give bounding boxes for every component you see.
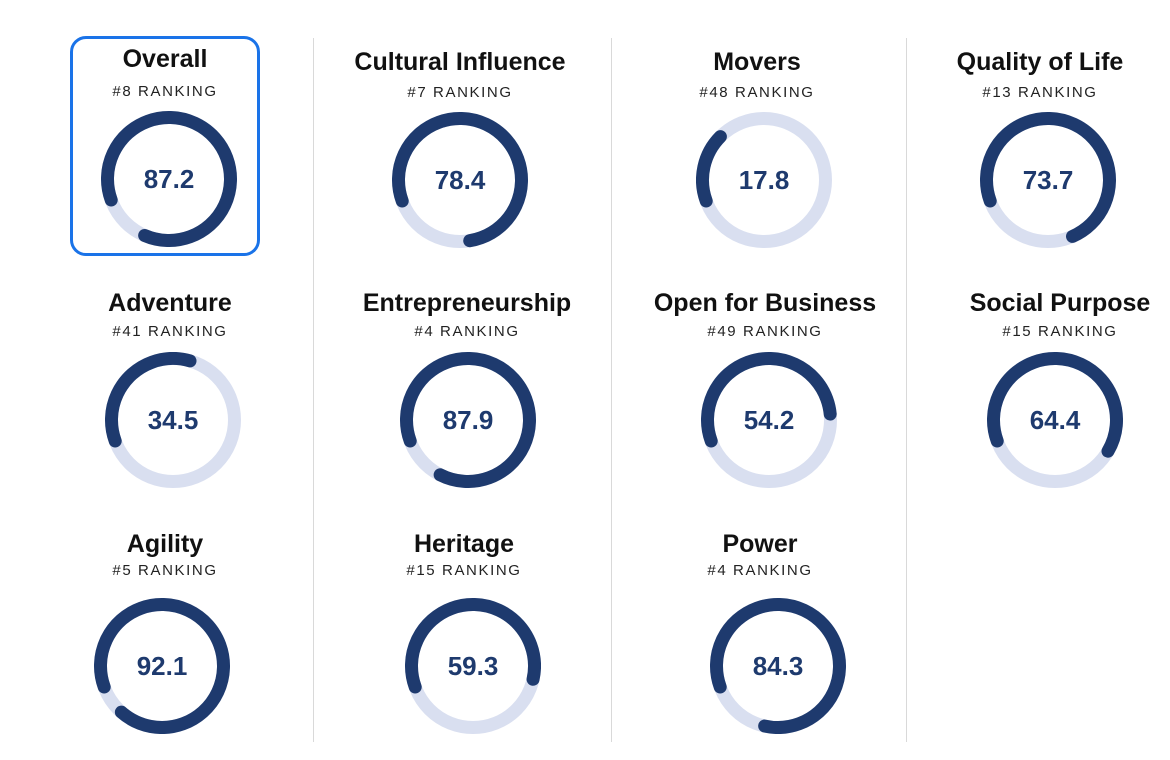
category-card-social-purpose[interactable]: Social Purpose #15 RANKING 64.4 [960, 281, 1160, 511]
category-ranking: #13 RANKING [982, 84, 1098, 101]
category-ranking: #41 RANKING [112, 323, 228, 340]
category-ranking: #5 RANKING [112, 562, 218, 579]
category-card-movers[interactable]: Movers #48 RANKING 17.8 [657, 40, 857, 270]
score-ring-fill [400, 352, 536, 488]
category-ranking: #7 RANKING [407, 84, 513, 101]
score-donut: 84.3 [710, 598, 846, 734]
score-value: 17.8 [738, 165, 790, 195]
score-value: 73.7 [1022, 165, 1074, 195]
column-divider-2 [611, 38, 612, 742]
column-divider-3 [906, 38, 907, 742]
score-ring-fill [101, 111, 237, 247]
category-title: Open for Business [653, 289, 877, 317]
score-ring-fill [980, 112, 1116, 248]
score-donut: 92.1 [94, 598, 230, 734]
score-donut: 17.8 [696, 112, 832, 248]
score-donut: 87.9 [400, 352, 536, 488]
category-ranking: #48 RANKING [699, 84, 815, 101]
score-value: 64.4 [1029, 405, 1081, 435]
score-ring-fill [696, 112, 832, 248]
score-ring-fill [701, 352, 837, 488]
score-value: 34.5 [147, 405, 199, 435]
category-card-adventure[interactable]: Adventure #41 RANKING 34.5 [70, 281, 270, 511]
category-title: Social Purpose [969, 289, 1151, 317]
category-title: Overall [122, 45, 208, 73]
score-value: 59.3 [447, 651, 499, 681]
score-value: 92.1 [136, 651, 188, 681]
score-donut: 59.3 [405, 598, 541, 734]
score-ring-fill [94, 598, 230, 734]
score-donut: 64.4 [987, 352, 1123, 488]
score-ring-fill [710, 598, 846, 734]
category-card-entrepreneurship[interactable]: Entrepreneurship #4 RANKING 87.9 [336, 281, 598, 511]
score-ring-fill [987, 352, 1123, 488]
score-value: 78.4 [434, 165, 486, 195]
category-card-agility[interactable]: Agility #5 RANKING 92.1 [65, 522, 265, 752]
score-donut: 78.4 [392, 112, 528, 248]
category-card-cultural-influence[interactable]: Cultural Influence #7 RANKING 78.4 [330, 40, 590, 270]
category-title: Heritage [413, 530, 515, 558]
category-card-overall[interactable]: Overall #8 RANKING 87.2 [70, 36, 260, 256]
category-ranking: #8 RANKING [112, 83, 218, 100]
category-card-power[interactable]: Power #4 RANKING 84.3 [660, 522, 860, 752]
category-card-open-for-business[interactable]: Open for Business #49 RANKING 54.2 [640, 281, 890, 511]
category-card-quality-of-life[interactable]: Quality of Life #13 RANKING 73.7 [935, 40, 1145, 270]
category-ranking: #15 RANKING [406, 562, 522, 579]
score-value: 54.2 [743, 405, 795, 435]
category-title: Movers [713, 48, 801, 76]
score-ring-fill [105, 352, 241, 488]
category-card-heritage[interactable]: Heritage #15 RANKING 59.3 [364, 522, 564, 752]
score-donut: 34.5 [105, 352, 241, 488]
category-ranking: #49 RANKING [707, 323, 823, 340]
score-value: 87.2 [143, 164, 195, 194]
category-ranking: #15 RANKING [1002, 323, 1118, 340]
score-donut: 87.2 [101, 111, 237, 247]
category-title: Cultural Influence [354, 48, 566, 76]
score-donut: 73.7 [980, 112, 1116, 248]
category-title: Power [722, 530, 798, 558]
column-divider-1 [313, 38, 314, 742]
score-donut: 54.2 [701, 352, 837, 488]
score-value: 87.9 [442, 405, 494, 435]
category-ranking: #4 RANKING [414, 323, 520, 340]
category-ranking: #4 RANKING [707, 562, 813, 579]
score-ring-fill [405, 598, 541, 734]
category-title: Quality of Life [956, 48, 1124, 76]
category-title: Entrepreneurship [362, 289, 572, 317]
category-title: Agility [126, 530, 204, 558]
category-title: Adventure [108, 289, 232, 317]
score-value: 84.3 [752, 651, 804, 681]
score-ring-fill [392, 112, 528, 248]
